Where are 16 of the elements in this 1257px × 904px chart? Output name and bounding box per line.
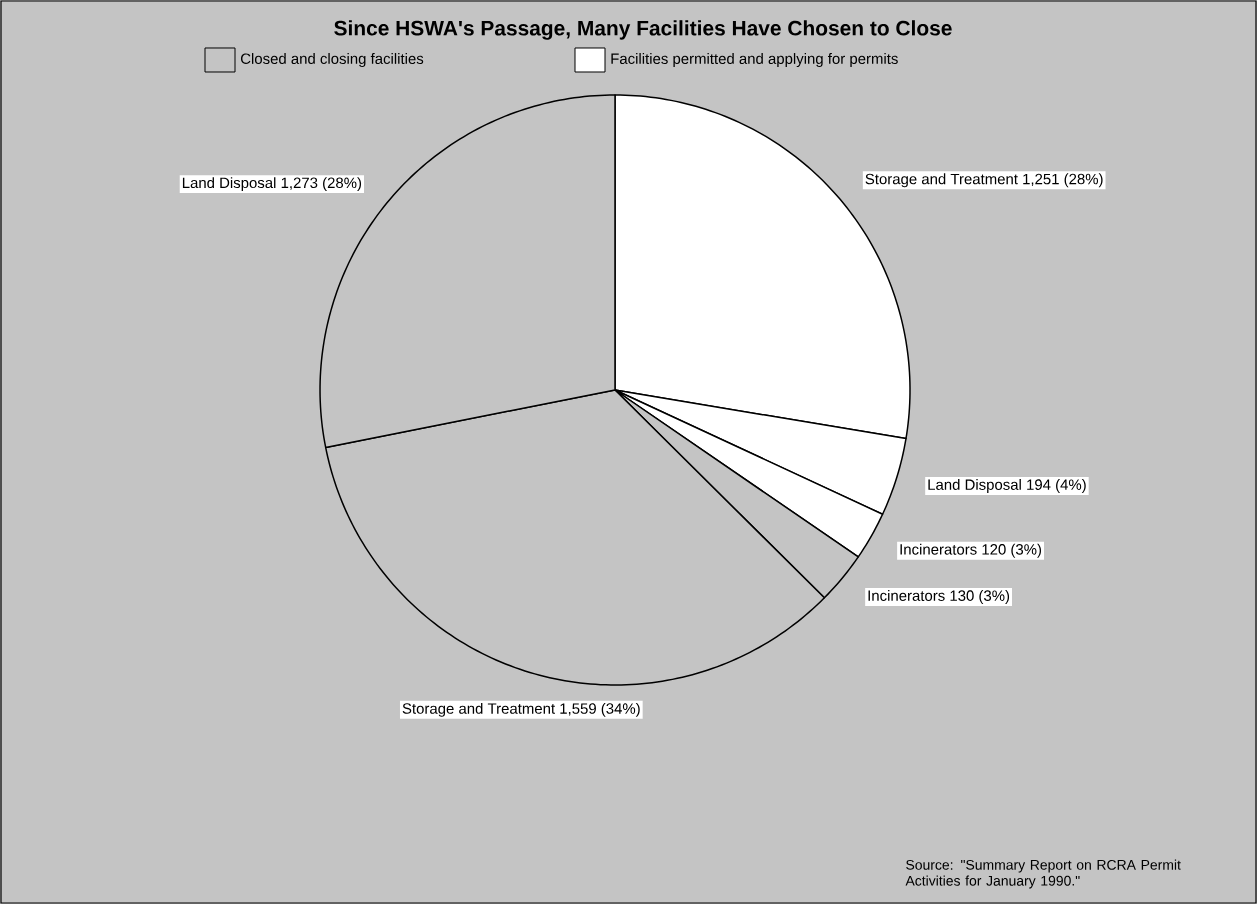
source-note: Source: "Summary Report on RCRA Permit Activities for January 1990." [905, 859, 1181, 889]
slice-label: Land Disposal [182, 177, 276, 192]
data-label: 1,559 (34%) [560, 702, 640, 717]
data-label: 194 (4%) [1027, 478, 1086, 493]
slice-label: Land Disposal [928, 478, 1021, 493]
text: Closed and closing facilities [240, 53, 424, 67]
chart-title: Since HSWA's Passage, Many Facilities Have Chosen to Close [334, 20, 952, 40]
data-label: 130 (3%) [950, 589, 1010, 604]
slice-label: Incinerators [868, 589, 945, 601]
data-label: 1,251 (28%) [1023, 173, 1103, 188]
slice-label: Storage and Treatment [402, 702, 555, 717]
slice-label: Incinerators [900, 543, 977, 555]
data-label: 1,273 (28%) [281, 177, 362, 192]
data-label: 120 (3%) [982, 543, 1042, 558]
slice-label: Storage and Treatment [865, 173, 1018, 188]
text: Facilities permitted and applying for permits [611, 53, 898, 67]
